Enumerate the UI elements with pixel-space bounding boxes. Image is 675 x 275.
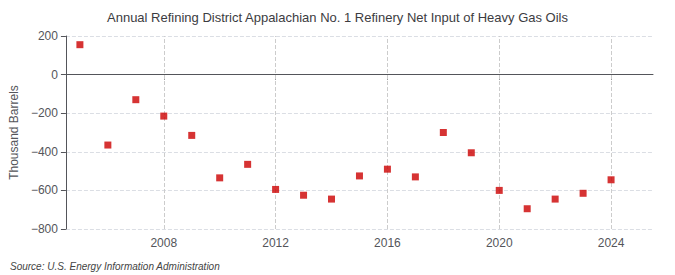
- svg-text:−200: −200: [31, 106, 58, 120]
- svg-text:−600: −600: [31, 183, 58, 197]
- svg-text:Thousand Barrels: Thousand Barrels: [7, 85, 21, 180]
- svg-text:Annual Refining District Appal: Annual Refining District Appalachian No.…: [107, 10, 569, 25]
- svg-text:−800: −800: [31, 222, 58, 236]
- svg-text:200: 200: [38, 29, 58, 43]
- svg-text:−400: −400: [31, 145, 58, 159]
- svg-text:2020: 2020: [486, 236, 513, 250]
- svg-text:2008: 2008: [150, 236, 177, 250]
- svg-text:Source: U.S. Energy Informatio: Source: U.S. Energy Information Administ…: [10, 261, 220, 272]
- svg-text:2016: 2016: [374, 236, 401, 250]
- svg-text:2024: 2024: [598, 236, 625, 250]
- svg-text:2012: 2012: [262, 236, 289, 250]
- svg-text:0: 0: [51, 68, 58, 82]
